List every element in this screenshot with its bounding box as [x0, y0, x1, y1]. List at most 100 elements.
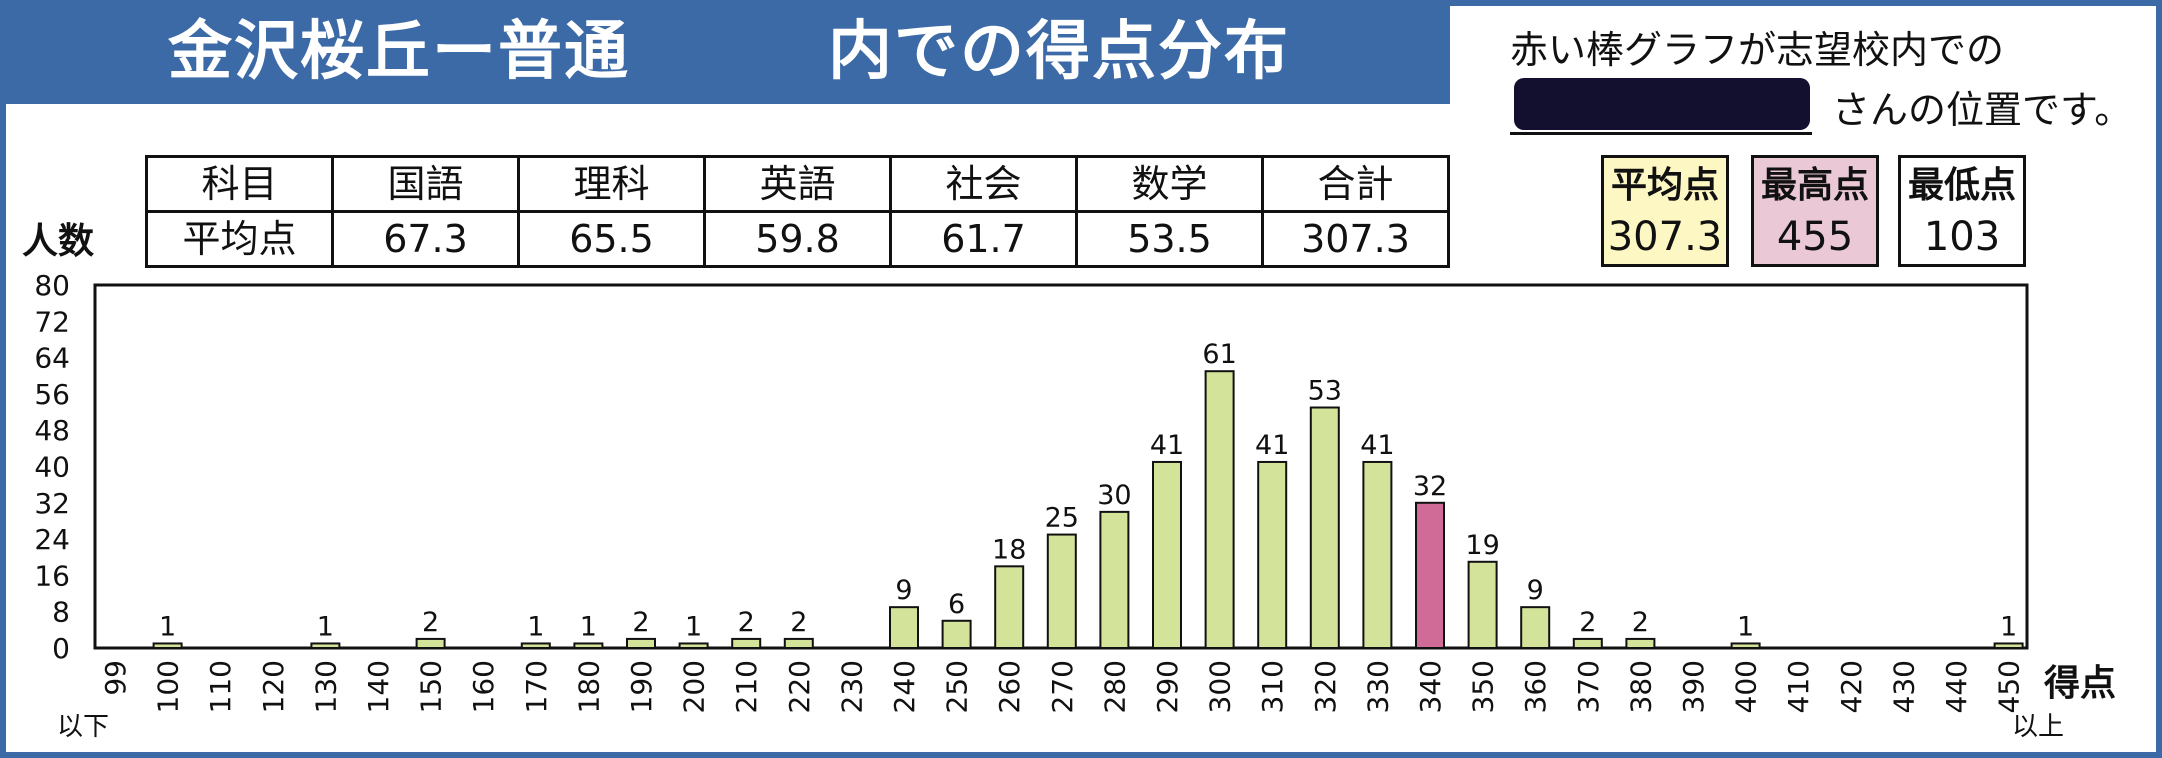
x-tick-suffix-lower: 以下 — [57, 712, 109, 742]
average-cell: 59.8 — [703, 210, 892, 268]
x-tick-label: 420 — [1835, 660, 1868, 713]
name-underline — [1510, 132, 1812, 135]
x-tick-label: 340 — [1414, 660, 1447, 713]
bar-value-label: 2 — [632, 607, 649, 638]
x-tick-label: 99 — [99, 660, 132, 696]
x-tick-label: 110 — [204, 660, 237, 713]
x-tick-label: 350 — [1467, 660, 1500, 713]
x-tick-label: 410 — [1782, 660, 1815, 713]
bar — [1362, 460, 1393, 649]
y-axis-label: 人数 — [22, 221, 95, 262]
bar — [1309, 406, 1340, 650]
average-cell: 61.7 — [889, 210, 1078, 268]
average-stat-value: 307.3 — [1607, 214, 1723, 260]
y-tick-label: 80 — [34, 269, 70, 302]
bar — [783, 637, 814, 649]
x-tick-label: 260 — [993, 660, 1026, 713]
x-tick-label: 450 — [1993, 660, 2026, 713]
x-tick-label: 160 — [467, 660, 500, 713]
x-tick-label: 370 — [1572, 660, 1605, 713]
bar-value-label: 1 — [317, 611, 334, 642]
y-tick-label: 8 — [52, 596, 70, 629]
average-stat-label: 平均点 — [1610, 165, 1719, 206]
bar-value-label: 2 — [790, 607, 807, 638]
bar-value-label: 9 — [895, 575, 912, 606]
bar-value-label: 1 — [685, 611, 702, 642]
bar — [152, 642, 183, 650]
average-cell: 65.5 — [517, 210, 706, 268]
average-stat-box: 平均点 307.3 — [1601, 155, 1729, 267]
bar — [731, 637, 762, 649]
bar — [1467, 560, 1498, 649]
x-tick-label: 170 — [520, 660, 553, 713]
bar — [1415, 501, 1445, 649]
bar — [1152, 460, 1182, 649]
bar-value-label: 2 — [422, 607, 439, 638]
bar-value-label: 2 — [738, 607, 755, 638]
bar-value-label: 30 — [1097, 480, 1131, 511]
bar-value-label: 2 — [1632, 607, 1649, 638]
x-tick-label: 130 — [309, 660, 342, 713]
bar — [1625, 637, 1656, 649]
max-stat-label: 最高点 — [1760, 165, 1869, 206]
y-tick-label: 72 — [34, 305, 70, 338]
bar — [941, 619, 972, 650]
average-cell: 67.3 — [331, 210, 520, 268]
x-tick-label: 100 — [152, 660, 185, 713]
x-tick-label: 280 — [1098, 660, 1131, 713]
legend-note-line1: 赤い棒グラフが志望校内での — [1510, 28, 2005, 72]
subject-average-table: 科目 国語 理科 英語 社会 数学 合計 平均点 67.3 65.5 59.8 … — [145, 155, 1450, 268]
y-tick-label: 40 — [34, 451, 70, 484]
x-tick-label: 270 — [1046, 660, 1079, 713]
bar-value-label: 9 — [1527, 575, 1544, 606]
bar-value-label: 41 — [1150, 430, 1184, 461]
average-cell: 53.5 — [1075, 210, 1264, 268]
row-header-subject: 科目 — [145, 155, 334, 213]
bar-value-label: 6 — [948, 589, 965, 620]
min-stat-label: 最低点 — [1907, 165, 2016, 206]
bar-value-label: 1 — [580, 611, 597, 642]
x-tick-label: 220 — [783, 660, 816, 713]
average-row: 平均点 67.3 65.5 59.8 61.7 53.5 307.3 — [145, 210, 1450, 268]
y-tick-label: 32 — [34, 487, 70, 520]
bar — [994, 565, 1025, 650]
min-stat-value: 103 — [1923, 214, 2001, 260]
bar — [520, 642, 551, 650]
bar-value-label: 25 — [1045, 503, 1079, 534]
bar — [415, 637, 446, 649]
subject-cell: 英語 — [703, 155, 892, 213]
bar — [626, 637, 656, 649]
bar — [678, 642, 709, 650]
bar — [1204, 370, 1235, 649]
bar — [573, 642, 604, 650]
subject-cell: 数学 — [1075, 155, 1264, 213]
bar-value-label: 1 — [2000, 611, 2017, 642]
bar-value-label: 41 — [1360, 430, 1394, 461]
y-tick-label: 16 — [34, 559, 70, 592]
x-tick-label: 120 — [257, 660, 290, 713]
max-stat-box: 最高点 455 — [1751, 155, 1879, 267]
bar-value-label: 41 — [1255, 430, 1289, 461]
average-cell: 307.3 — [1261, 210, 1450, 268]
row-header-average: 平均点 — [145, 210, 334, 268]
bar-value-label: 2 — [1579, 607, 1596, 638]
bar — [1099, 510, 1130, 649]
x-tick-label: 180 — [572, 660, 605, 713]
title-band: 金沢桜丘ー普通 内での得点分布 — [0, 0, 1450, 104]
bar-value-label: 53 — [1308, 376, 1342, 407]
redacted-name — [1514, 78, 1810, 130]
subject-row: 科目 国語 理科 英語 社会 数学 合計 — [145, 155, 1450, 213]
x-tick-label: 250 — [941, 660, 974, 713]
page-title: 金沢桜丘ー普通 内での得点分布 — [168, 15, 1290, 89]
legend-note: 赤い棒グラフが志望校内での さんの位置です。 — [1510, 20, 2132, 140]
x-tick-label: 310 — [1256, 660, 1289, 713]
x-tick-label: 190 — [625, 660, 658, 713]
legend-note-line2: さんの位置です。 — [1832, 88, 2133, 132]
x-axis-label: 得点 — [2044, 663, 2117, 704]
x-tick-label: 150 — [415, 660, 448, 713]
y-tick-label: 0 — [52, 632, 70, 665]
x-tick-label: 400 — [1730, 660, 1763, 713]
x-tick-label: 230 — [835, 660, 868, 713]
bar-value-label: 32 — [1413, 471, 1447, 502]
bar-value-label: 1 — [527, 611, 544, 642]
